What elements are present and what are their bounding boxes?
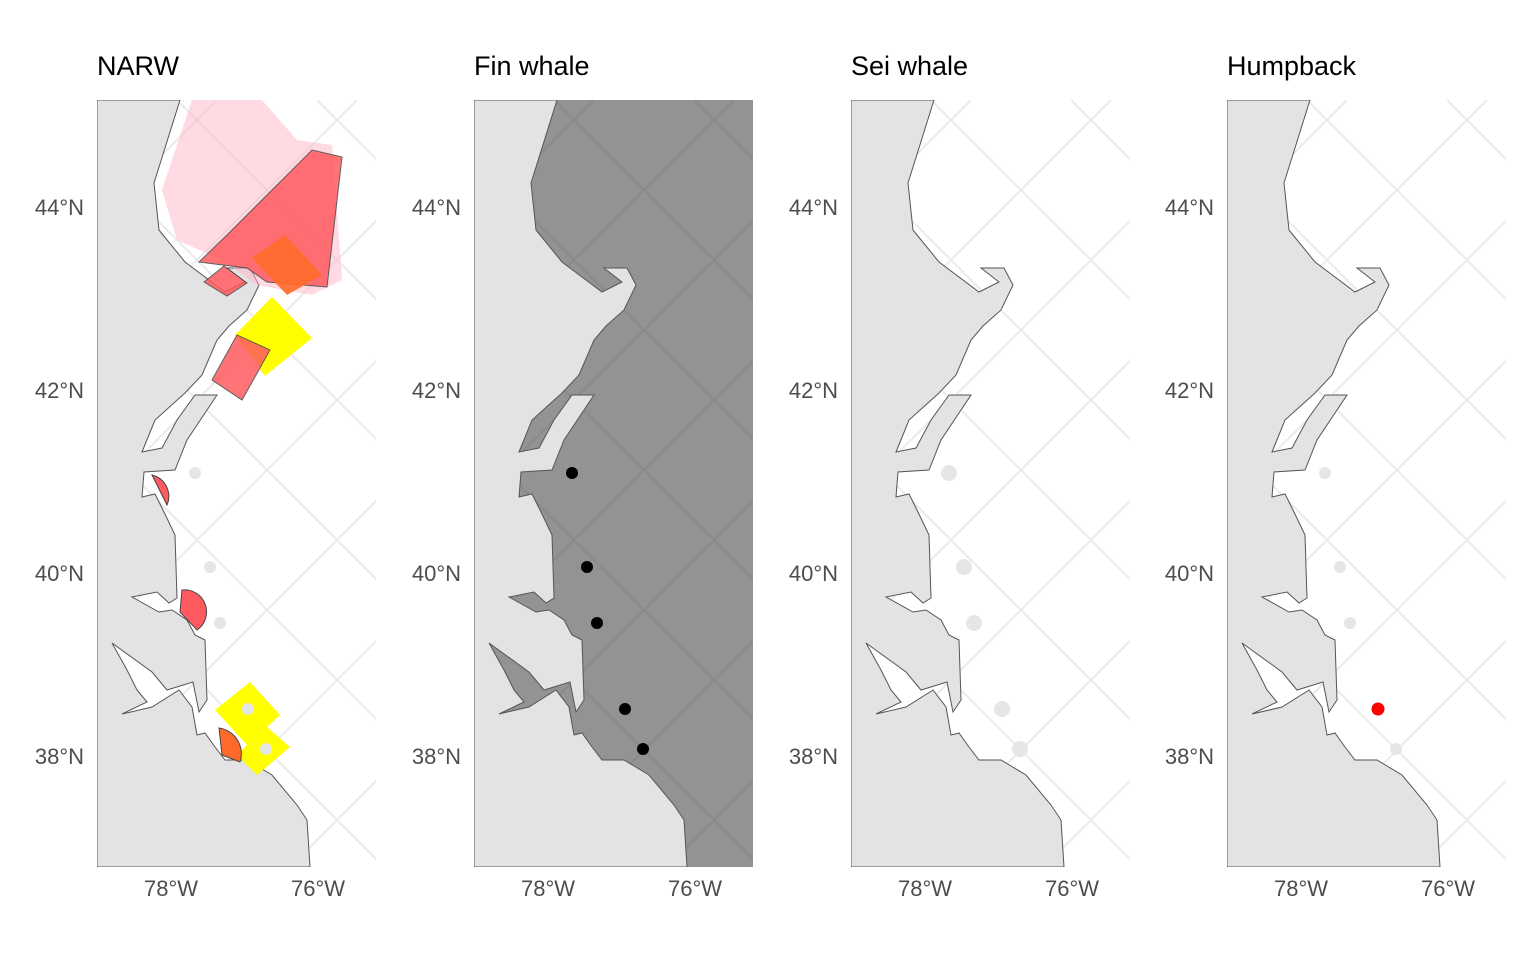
- graticule: [1306, 100, 1506, 301]
- sighting: [941, 465, 957, 481]
- sighting: [1319, 467, 1331, 479]
- graticule: [97, 219, 376, 502]
- sighting: [189, 467, 201, 479]
- lon-label: 76°W: [668, 876, 722, 901]
- sighting: [260, 743, 272, 755]
- sighting: [1344, 617, 1356, 629]
- graticule: [474, 219, 753, 502]
- graticule: [1227, 359, 1506, 642]
- lat-label: 42°N: [412, 378, 461, 403]
- map-panel: Humpback 44°N 42°N 40°N 38°N 78°W 76°W: [1165, 51, 1536, 901]
- graticule: [851, 298, 1130, 581]
- graticule: [851, 219, 1130, 502]
- lon-label: 76°W: [1045, 876, 1099, 901]
- graticule: [474, 578, 753, 861]
- lat-label: 38°N: [35, 744, 84, 769]
- lat-label: 38°N: [789, 744, 838, 769]
- lat-label: 40°N: [35, 561, 84, 586]
- sighting: [966, 615, 982, 631]
- lon-label: 76°W: [291, 876, 345, 901]
- graticule: [851, 158, 1130, 441]
- panel-body: [0, 100, 376, 900]
- graticule: [851, 100, 1112, 362]
- graticule: [553, 100, 753, 301]
- sighting: [204, 561, 216, 573]
- panel-body: [1227, 100, 1536, 900]
- lat-label: 44°N: [1165, 195, 1214, 220]
- lon-label: 78°W: [898, 876, 952, 901]
- graticule: [1227, 158, 1506, 441]
- map-panel: NARW 44°N 42°N 40°N 38°N 78°W 76°W: [0, 51, 376, 901]
- sighting: [1390, 743, 1402, 755]
- map-panel: Fin whale 44°N 42°N 40°N 38°N 78°W 76°W: [412, 51, 753, 901]
- lat-label: 44°N: [789, 195, 838, 220]
- lat-label: 40°N: [1165, 561, 1214, 586]
- graticule: [474, 359, 753, 642]
- land: [1227, 100, 1441, 867]
- graticule: [1227, 298, 1506, 581]
- zone-red: [211, 334, 271, 401]
- graticule: [1227, 578, 1506, 861]
- sighting: [637, 743, 649, 755]
- lat-label: 42°N: [35, 378, 84, 403]
- sighting: [956, 559, 972, 575]
- lon-label: 78°W: [1274, 876, 1328, 901]
- lat-label: 38°N: [1165, 744, 1214, 769]
- sighting: [1334, 561, 1346, 573]
- graticule: [474, 158, 753, 441]
- panel-title: Fin whale: [474, 51, 590, 81]
- lat-label: 38°N: [412, 744, 461, 769]
- sighting: [566, 467, 578, 479]
- sighting: [1371, 702, 1385, 716]
- lon-label: 78°W: [521, 876, 575, 901]
- graticule: [930, 100, 1130, 301]
- sighting: [581, 561, 593, 573]
- lon-label: 76°W: [1421, 876, 1475, 901]
- lat-label: 44°N: [412, 195, 461, 220]
- sighting: [214, 617, 226, 629]
- panel-title: NARW: [97, 51, 180, 81]
- lat-label: 42°N: [789, 378, 838, 403]
- graticule: [1227, 219, 1506, 502]
- graticule: [97, 359, 376, 642]
- sighting: [1012, 741, 1028, 757]
- zone-red: [151, 474, 170, 507]
- graticule: [851, 578, 1130, 861]
- panel-body: [474, 100, 753, 867]
- sighting: [994, 701, 1010, 717]
- graticule: [474, 100, 735, 362]
- graticule: [97, 578, 376, 861]
- graticule: [97, 158, 376, 441]
- lat-label: 40°N: [789, 561, 838, 586]
- panel-body: [851, 100, 1130, 867]
- zone-red: [179, 589, 207, 631]
- graticule: [474, 298, 753, 581]
- land: [851, 100, 1065, 867]
- land: [97, 100, 311, 867]
- panel-title: Humpback: [1227, 51, 1357, 81]
- lon-label: 78°W: [144, 876, 198, 901]
- land: [474, 100, 688, 867]
- graticule: [1227, 100, 1488, 362]
- lat-label: 40°N: [412, 561, 461, 586]
- sighting: [242, 703, 254, 715]
- graticule: [97, 298, 376, 581]
- zone-orange: [252, 235, 322, 295]
- lat-label: 44°N: [35, 195, 84, 220]
- graticule: [851, 359, 1130, 642]
- lat-label: 42°N: [1165, 378, 1214, 403]
- graticule: [0, 100, 77, 900]
- graticule: [1527, 100, 1536, 900]
- sighting: [619, 703, 631, 715]
- panel-title: Sei whale: [851, 51, 968, 81]
- zone-orange: [218, 727, 242, 763]
- map-panel: Sei whale 44°N 42°N 40°N 38°N 78°W 76°W: [789, 51, 1130, 901]
- sighting: [591, 617, 603, 629]
- zone-red: [203, 265, 248, 297]
